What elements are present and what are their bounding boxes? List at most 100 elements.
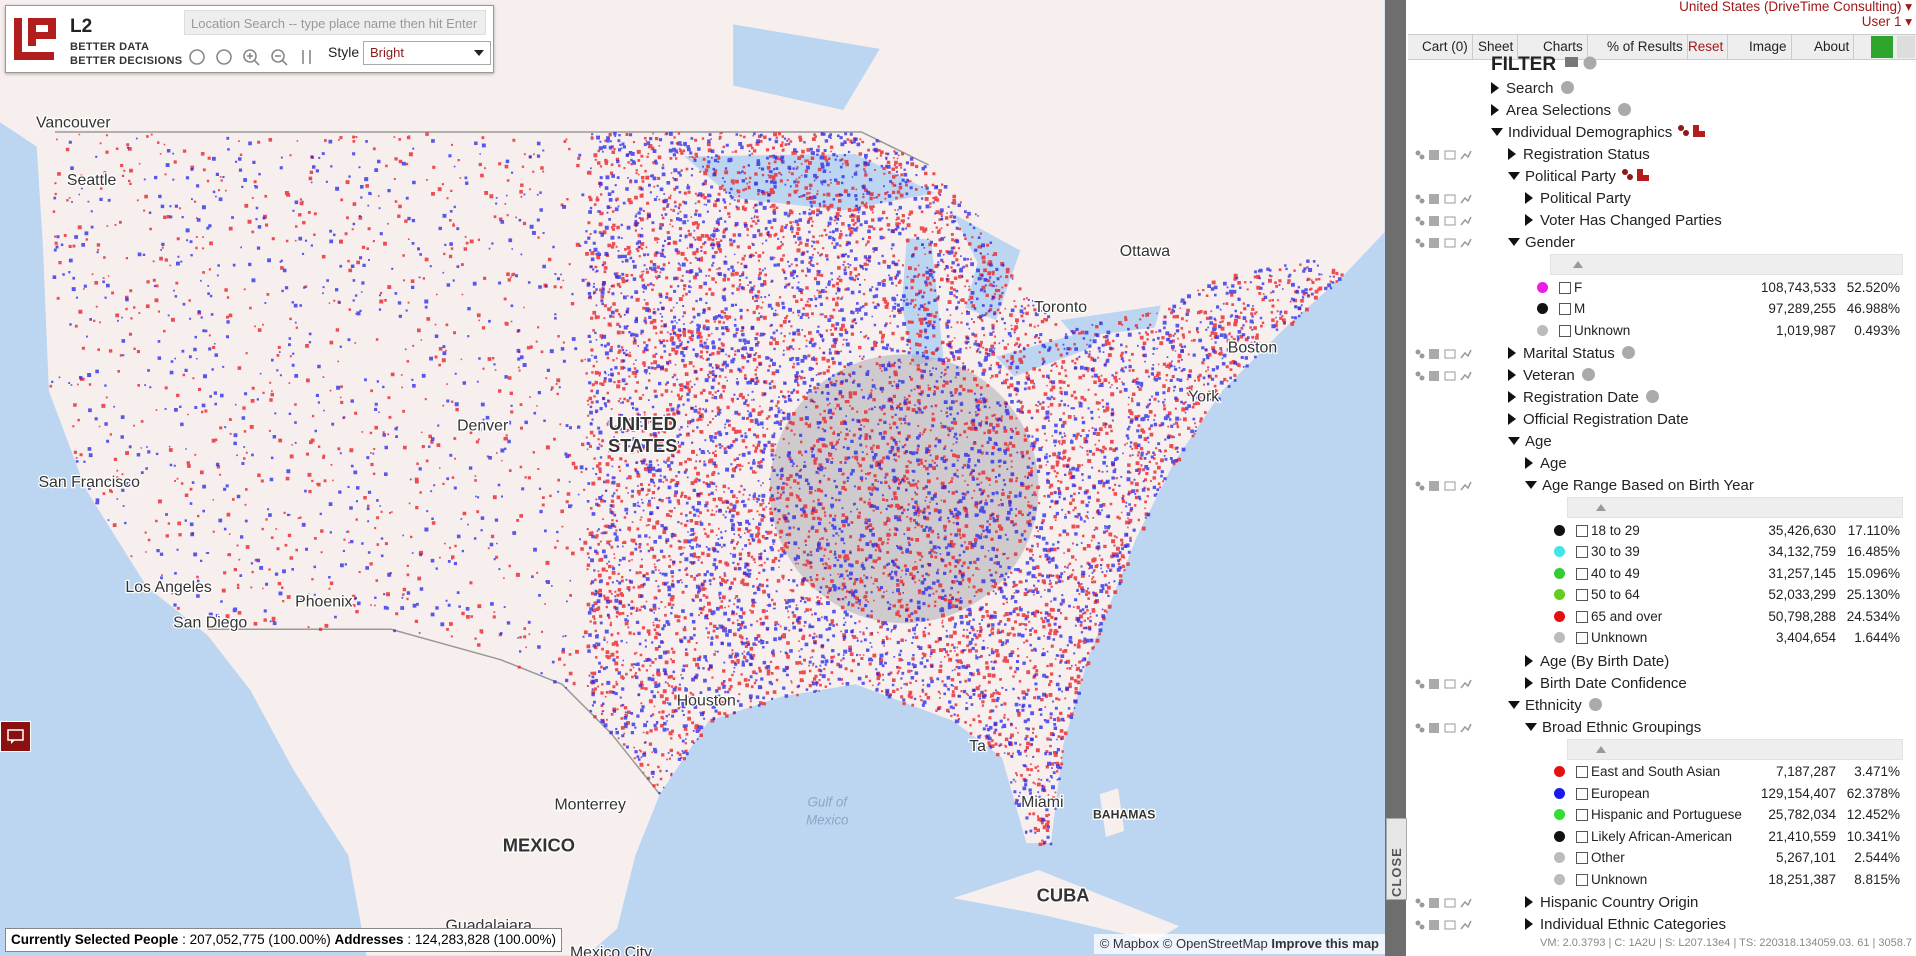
help-icon[interactable] <box>1588 697 1602 711</box>
checkbox[interactable] <box>1576 546 1588 558</box>
checkbox[interactable] <box>1559 324 1571 337</box>
tree-item[interactable]: Birth Date Confidence <box>1525 673 1687 695</box>
checkbox[interactable] <box>1576 830 1588 843</box>
checkbox[interactable] <box>1559 303 1571 315</box>
collapsed-arrow[interactable] <box>1508 347 1516 359</box>
collapsed-arrow[interactable] <box>1491 104 1499 116</box>
expanded-arrow[interactable] <box>1525 722 1537 731</box>
checkbox[interactable] <box>1576 809 1588 821</box>
tree-item[interactable]: Broad Ethnic Groupings <box>1525 717 1701 739</box>
style-select[interactable]: Bright <box>363 41 491 65</box>
tools-button[interactable] <box>1897 36 1915 58</box>
collapsed-arrow[interactable] <box>1525 896 1533 908</box>
tree-item[interactable]: Registration Status <box>1508 144 1650 166</box>
expanded-arrow[interactable] <box>1508 700 1520 709</box>
tree-item[interactable]: Search <box>1491 78 1574 100</box>
row-tools[interactable] <box>1414 214 1474 228</box>
tab[interactable]: About <box>1810 35 1855 59</box>
collapsed-arrow[interactable] <box>1525 192 1533 204</box>
map-label: Los Angeles <box>125 579 212 596</box>
attribution-improve[interactable]: Improve this map <box>1271 936 1379 951</box>
collapsed-arrow[interactable] <box>1525 214 1533 226</box>
tab[interactable]: Reset <box>1684 35 1729 59</box>
tree-item[interactable]: Voter Has Changed Parties <box>1525 210 1722 232</box>
checkbox[interactable] <box>1576 567 1588 580</box>
tree-item[interactable]: Official Registration Date <box>1508 409 1689 431</box>
help-icon[interactable] <box>1560 81 1574 94</box>
checkbox[interactable] <box>1559 281 1571 294</box>
row-tools[interactable] <box>1414 148 1474 162</box>
tree-item[interactable]: Age <box>1525 453 1567 475</box>
checkbox[interactable] <box>1576 766 1588 778</box>
tree-item[interactable]: Ethnicity <box>1508 695 1602 717</box>
row-tools[interactable] <box>1414 192 1474 206</box>
expanded-arrow[interactable] <box>1525 481 1537 489</box>
checkbox[interactable] <box>1576 852 1588 864</box>
row-tools[interactable] <box>1414 677 1474 691</box>
tree-item[interactable]: Individual Ethnic Categories <box>1525 914 1726 936</box>
collapsed-arrow[interactable] <box>1525 457 1533 469</box>
expanded-arrow[interactable] <box>1508 437 1520 445</box>
help-icon[interactable] <box>1581 368 1595 381</box>
tree-item[interactable]: Age Range Based on Birth Year <box>1525 475 1754 497</box>
checkbox[interactable] <box>1576 632 1588 644</box>
checkbox[interactable] <box>1576 787 1588 800</box>
collapsed-arrow[interactable] <box>1508 369 1516 381</box>
account-name[interactable]: United States (DriveTime Consulting) ▾ <box>1679 0 1912 14</box>
tree-item[interactable]: Age <box>1508 431 1552 453</box>
tree-item[interactable]: Political Party <box>1508 166 1651 188</box>
sort-arrow[interactable] <box>1596 745 1606 753</box>
row-tools[interactable] <box>1414 896 1474 910</box>
sort-arrow[interactable] <box>1573 261 1583 268</box>
tab[interactable]: Charts <box>1539 35 1588 59</box>
tab[interactable]: Cart (0) <box>1418 35 1473 59</box>
checkbox[interactable] <box>1576 873 1588 886</box>
expanded-arrow[interactable] <box>1508 172 1520 180</box>
row-tools[interactable] <box>1414 369 1474 383</box>
sort-arrow[interactable] <box>1596 504 1606 511</box>
help-icon[interactable] <box>1645 390 1659 403</box>
refresh-button[interactable] <box>1871 36 1893 58</box>
tree-item[interactable]: Individual Demographics <box>1491 122 1707 144</box>
location-search[interactable]: Location Search -- type place name then … <box>184 10 486 35</box>
attribution-osm[interactable]: © OpenStreetMap <box>1162 936 1268 951</box>
tree-item[interactable]: Area Selections <box>1491 100 1632 122</box>
collapsed-arrow[interactable] <box>1525 918 1533 930</box>
collapsed-arrow[interactable] <box>1491 82 1499 94</box>
row-tools[interactable] <box>1414 236 1474 250</box>
collapsed-arrow[interactable] <box>1508 413 1516 425</box>
tree-item[interactable]: Gender <box>1508 232 1575 254</box>
map-label: Seattle <box>67 172 117 189</box>
tab[interactable]: % of Results <box>1603 35 1688 59</box>
row-tools[interactable] <box>1414 721 1474 735</box>
checkbox[interactable] <box>1576 524 1588 537</box>
row-tools[interactable] <box>1414 347 1474 361</box>
tree-item[interactable]: Age (By Birth Date) <box>1525 651 1669 673</box>
user-menu[interactable]: User 1 ▾ <box>1861 14 1912 29</box>
tree-item[interactable]: Hispanic Country Origin <box>1525 892 1698 914</box>
checkbox[interactable] <box>1576 589 1588 601</box>
map-tools[interactable] <box>186 46 321 68</box>
map[interactable]: Vancouver Seattle Ottawa Toronto UNITEDSTATE… <box>0 0 1385 956</box>
help-icon[interactable] <box>1618 103 1632 116</box>
tree-label: Gender <box>1525 234 1576 251</box>
tree-item[interactable]: Political Party <box>1525 188 1631 210</box>
collapsed-arrow[interactable] <box>1508 148 1516 160</box>
row-tools[interactable] <box>1414 918 1474 932</box>
checkbox[interactable] <box>1576 610 1588 623</box>
collapsed-arrow[interactable] <box>1525 654 1533 667</box>
tab[interactable]: Image <box>1745 35 1792 59</box>
close-tab[interactable]: CLOSE <box>1386 818 1407 900</box>
collapsed-arrow[interactable] <box>1508 391 1516 403</box>
collapsed-arrow[interactable] <box>1525 676 1533 689</box>
attribution-mapbox[interactable]: © Mapbox <box>1099 936 1160 951</box>
expanded-arrow[interactable] <box>1491 128 1503 136</box>
tree-item[interactable]: Veteran <box>1508 365 1595 387</box>
tree-item[interactable]: Registration Date <box>1508 387 1659 409</box>
tab[interactable]: Sheet <box>1474 35 1519 59</box>
expanded-arrow[interactable] <box>1508 238 1520 246</box>
chat-button[interactable] <box>0 721 31 752</box>
row-tools[interactable] <box>1414 479 1474 493</box>
tree-item[interactable]: Marital Status <box>1508 343 1635 365</box>
help-icon[interactable] <box>1621 346 1635 359</box>
